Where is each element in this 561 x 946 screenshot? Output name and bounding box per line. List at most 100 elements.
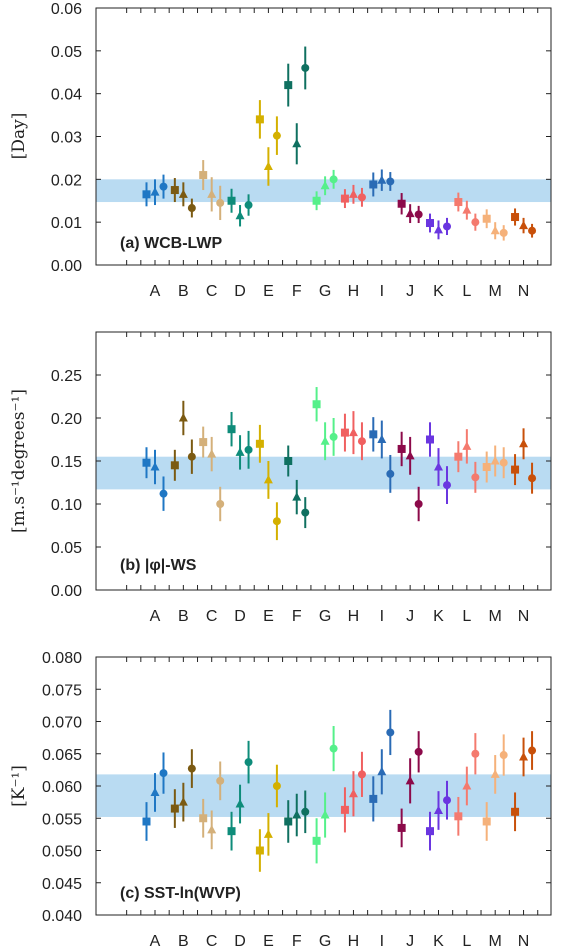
data-point-square: [312, 196, 321, 205]
data-point-triangle: [178, 413, 188, 422]
data-point-triangle: [150, 187, 160, 196]
panel-b-frame: [95, 331, 552, 591]
data-point-circle: [386, 728, 395, 737]
panel-a-frame: [95, 7, 552, 266]
data-point-circle: [499, 228, 508, 237]
data-point-circle: [414, 747, 423, 756]
data-point-circle: [443, 481, 452, 490]
data-point-triangle: [263, 474, 273, 484]
panel-c-ytick-label: 0.075: [42, 682, 82, 699]
panel-a-ticks: 0.00 0.01 0.02 0.03 0.04 0.05 0.06 A B C D E F G H I J K L…: [51, 1, 551, 300]
panel-a-xtick-label: E: [263, 283, 274, 300]
data-point-triangle: [434, 224, 443, 234]
panel-b-xtick-label: A: [150, 608, 161, 625]
data-point-circle: [357, 193, 366, 202]
panel-c-xtick-label: K: [433, 933, 444, 946]
data-point-square: [369, 430, 378, 439]
panel-a-ytick-label: 0.06: [51, 1, 82, 18]
data-point-square: [454, 812, 463, 821]
panel-b-xtick-label: F: [292, 608, 302, 625]
data-point-circle: [329, 175, 338, 184]
data-point-circle: [244, 445, 253, 454]
panel-b-xtick-label: G: [319, 608, 331, 625]
panel-a-ytick-label: 0.04: [51, 87, 82, 104]
data-point-circle: [414, 210, 423, 219]
data-point-triangle: [405, 208, 415, 218]
panel-c-xtick-label: D: [234, 933, 246, 946]
panel-a-xtick-label: H: [348, 283, 360, 300]
panel-b-ytick-label: 0.15: [51, 454, 82, 471]
data-point-square: [511, 213, 520, 222]
data-point-square: [482, 817, 491, 826]
data-point-triangle: [178, 189, 188, 198]
data-point-triangle: [462, 205, 472, 214]
panel-b-xtick-label: E: [263, 608, 274, 625]
panel-b-ticks: 0.00 0.05 0.10 0.15 0.20 0.25 A B C D E F G H I J K L M N: [51, 332, 551, 625]
data-point-square: [312, 400, 321, 409]
data-point-circle: [471, 749, 480, 758]
data-point-square: [454, 198, 463, 207]
data-point-square: [170, 461, 179, 470]
data-point-triangle: [235, 210, 245, 220]
panel-b: 0.00 0.05 0.10 0.15 0.20 0.25 A B C D E F G H I J K L M N (…: [9, 331, 552, 625]
panel-c-xtick-label: M: [489, 933, 502, 946]
data-point-square: [397, 444, 406, 453]
data-point-triangle: [150, 462, 160, 471]
panel-b-ytick-label: 0.05: [51, 540, 82, 557]
panel-c-xtick-label: I: [380, 933, 384, 946]
data-point-circle: [187, 452, 196, 461]
data-point-triangle: [348, 189, 358, 198]
data-point-circle: [443, 222, 452, 231]
data-point-square: [425, 827, 434, 836]
data-point-square: [397, 823, 406, 832]
data-point-square: [425, 219, 434, 228]
data-point-square: [142, 817, 151, 826]
data-point-triangle: [263, 829, 273, 838]
panel-c-marks: [142, 709, 537, 872]
panel-a-xtick-label: I: [380, 283, 384, 300]
data-point-triangle: [348, 788, 358, 798]
panel-a-xtick-label: G: [319, 283, 331, 300]
panel-c-ytick-label: 0.050: [42, 844, 82, 861]
data-point-square: [284, 817, 293, 826]
panel-a-ytick-label: 0.03: [51, 130, 82, 147]
panel-c-ticks: 0.040 0.045 0.050 0.055 0.060 0.065 0.070 0.075…: [42, 650, 551, 946]
data-point-square: [511, 465, 520, 474]
data-point-circle: [244, 201, 253, 210]
data-point-circle: [414, 500, 423, 508]
data-point-square: [142, 190, 151, 199]
data-point-square: [255, 115, 264, 124]
panel-c-xtick-label: F: [292, 933, 302, 946]
panel-c-xtick-label: N: [518, 933, 530, 946]
data-point-circle: [272, 782, 281, 790]
data-point-square: [312, 836, 321, 845]
panel-c-xtick-label: A: [150, 933, 161, 946]
data-point-square: [340, 194, 349, 203]
data-point-triangle: [150, 787, 160, 796]
data-point-circle: [329, 744, 338, 753]
panel-b-xtick-label: B: [178, 608, 189, 625]
panel-c: 0.040 0.045 0.050 0.055 0.060 0.065 0.070 0.075…: [9, 650, 552, 946]
data-point-circle: [443, 796, 452, 805]
data-point-triangle: [292, 138, 302, 148]
data-point-triangle: [292, 810, 302, 819]
data-point-triangle: [434, 805, 443, 815]
data-point-circle: [528, 474, 537, 483]
panel-a-xtick-label: D: [234, 283, 246, 300]
panel-a: 0.00 0.01 0.02 0.03 0.04 0.05 0.06 A B C D E F G H I J K L…: [9, 1, 552, 300]
panel-b-xtick-label: J: [406, 608, 414, 625]
panel-a-xtick-label: L: [462, 283, 471, 300]
data-point-square: [397, 199, 406, 208]
panel-a-title: (a) WCB-LWP: [120, 235, 223, 252]
data-point-circle: [216, 500, 225, 508]
panel-b-xtick-label: C: [206, 608, 218, 625]
data-point-circle: [528, 226, 537, 235]
data-point-triangle: [519, 220, 529, 230]
data-point-square: [170, 186, 179, 195]
panel-c-ytick-label: 0.070: [42, 715, 82, 732]
panel-a-ytick-label: 0.00: [51, 258, 82, 275]
data-point-square: [425, 435, 434, 444]
data-point-triangle: [377, 434, 387, 443]
panel-c-frame: [95, 656, 552, 916]
data-point-triangle: [434, 462, 443, 471]
